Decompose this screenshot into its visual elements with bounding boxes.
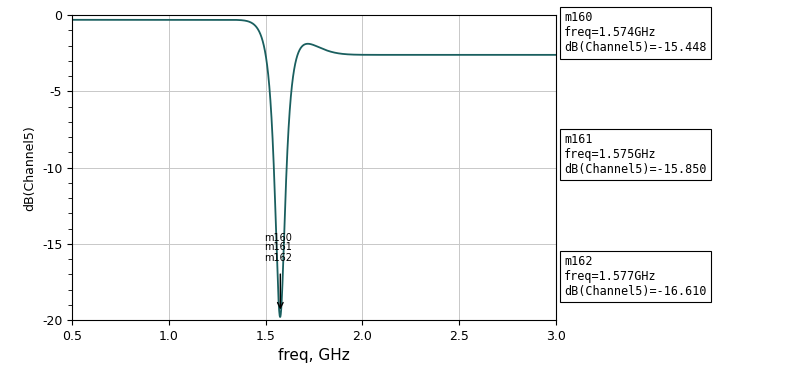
Text: m160: m160 [264,233,292,243]
Text: m162
freq=1.577GHz
dB(Channel5)=-16.610: m162 freq=1.577GHz dB(Channel5)=-16.610 [564,255,706,298]
X-axis label: freq, GHz: freq, GHz [278,348,350,363]
Text: m162: m162 [264,253,292,263]
Y-axis label: dB(Channel5): dB(Channel5) [23,125,36,211]
Text: m161
freq=1.575GHz
dB(Channel5)=-15.850: m161 freq=1.575GHz dB(Channel5)=-15.850 [564,133,706,176]
Text: m160
freq=1.574GHz
dB(Channel5)=-15.448: m160 freq=1.574GHz dB(Channel5)=-15.448 [564,11,706,54]
Text: m161: m161 [264,242,292,252]
